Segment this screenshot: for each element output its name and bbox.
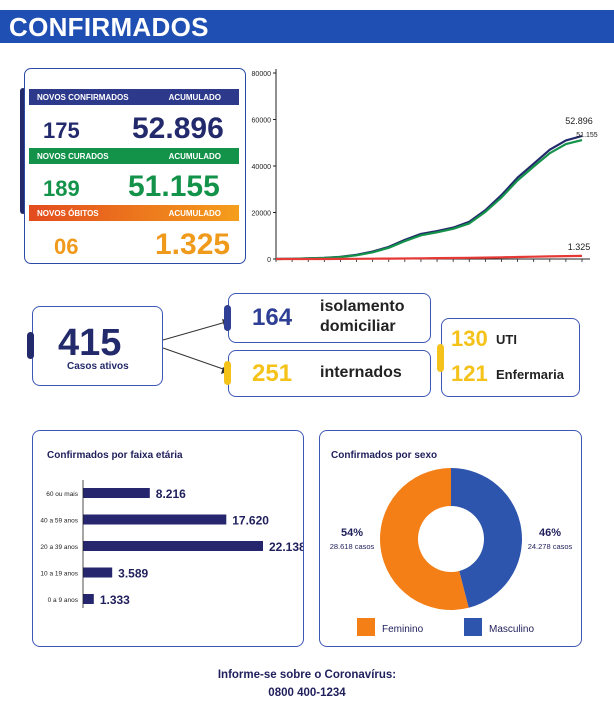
enfermaria-label: Enfermaria [496, 367, 564, 382]
hospital-beds-pill [437, 344, 444, 372]
internados-value: 251 [252, 360, 293, 387]
sex-chart-title: Confirmados por sexo [331, 450, 438, 461]
confirmados-new-value: 175 [43, 118, 80, 143]
isolamento-label: isolamento domiciliar [320, 298, 405, 335]
active-cases-label: Casos ativos [67, 361, 129, 372]
obitos-acc-label: ACUMULADO [168, 209, 221, 218]
age-bar-chart: 60 ou mais 8.216 40 a 59 anos 17.620 20 a 39… [40, 480, 303, 608]
y-tick-label: 0 [267, 257, 271, 264]
age-chart-card [32, 430, 304, 647]
legend-swatch-masculino [464, 618, 482, 636]
age-bar [83, 594, 94, 604]
age-bar [83, 541, 263, 551]
curados-label: NOVOS CURADOS [37, 152, 109, 161]
y-tick-label: 40000 [252, 164, 272, 171]
internados-label: internados [320, 364, 402, 381]
legend-label-masculino: Masculino [489, 624, 534, 635]
page-title: CONFIRMADOS [9, 12, 209, 42]
obitos-total-value: 1.325 [155, 228, 231, 261]
sex-chart-card [319, 430, 582, 647]
internados-box [228, 350, 431, 397]
age-category-label: 10 a 19 anos [40, 571, 78, 578]
sex-donut-chart: 54% 28.618 casos 46% 24.278 casos Feminino Ma… [330, 468, 573, 636]
masculino-percent: 46% [539, 527, 561, 539]
obitos-label: NOVOS ÓBITOS [37, 209, 99, 218]
header-bar: CONFIRMADOS [0, 10, 614, 43]
age-category-label: 0 a 9 anos [48, 597, 79, 604]
active-cases-value: 415 [58, 322, 122, 364]
isolamento-value: 164 [252, 304, 293, 331]
enfermaria-value: 121 [451, 361, 488, 386]
curados-acc-label: ACUMULADO [168, 152, 221, 161]
cumulative-line-chart: 0 20000 40000 60000 80000 52.896 51.155 1.325 [252, 69, 598, 264]
slice-masculino [451, 468, 523, 608]
legend-swatch-feminino [357, 618, 375, 636]
uti-label: UTI [496, 332, 517, 347]
series-end-label-0: 52.896 [565, 116, 593, 126]
obitos-bar: NOVOS ÓBITOS ACUMULADO [29, 205, 239, 221]
age-value-label: 17.620 [232, 514, 269, 528]
y-tick-label: 80000 [252, 71, 272, 78]
series-end-label-2: 1.325 [568, 242, 591, 252]
age-chart-title: Confirmados por faixa etária [47, 450, 183, 461]
series-end-label-1: 51.155 [576, 132, 598, 139]
age-value-label: 3.589 [118, 567, 148, 581]
age-value-label: 22.138 [269, 540, 303, 554]
active-cases-box [32, 306, 163, 386]
slice-feminino [380, 468, 469, 610]
age-bar [83, 567, 113, 578]
isolamento-box [228, 293, 431, 343]
age-bar [83, 514, 227, 525]
y-tick-label: 60000 [252, 118, 272, 125]
legend-label-feminino: Feminino [382, 624, 424, 635]
obitos-new-value: 06 [54, 234, 79, 259]
series-line-0 [275, 134, 583, 261]
age-category-label: 40 a 59 anos [40, 518, 78, 525]
confirmados-bar: NOVOS CONFIRMADOS ACUMULADO [29, 89, 239, 105]
age-category-label: 60 ou mais [46, 491, 79, 498]
y-tick-label: 20000 [252, 211, 272, 218]
age-value-label: 8.216 [156, 487, 186, 501]
confirmados-label: NOVOS CONFIRMADOS [37, 93, 129, 102]
isolamento-pill [224, 305, 231, 331]
footer-phone[interactable]: 0800 400-1234 [268, 687, 346, 699]
age-category-label: 20 a 39 anos [40, 544, 78, 551]
uti-value: 130 [451, 326, 488, 351]
footer-info: Informe-se sobre o Coronavírus: [217, 669, 397, 681]
curados-bar: NOVOS CURADOS ACUMULADO [29, 148, 239, 164]
confirmados-total-value: 52.896 [132, 112, 224, 145]
active-cases-pill [27, 332, 34, 359]
masculino-cases: 24.278 casos [528, 542, 573, 551]
confirmados-acc-label: ACUMULADO [168, 93, 221, 102]
curados-total-value: 51.155 [128, 170, 220, 203]
age-bar [83, 488, 150, 498]
curados-new-value: 189 [43, 176, 80, 201]
series-line-2 [276, 254, 583, 261]
hospital-beds-box [441, 318, 580, 397]
feminino-percent: 54% [341, 527, 363, 539]
internados-pill [224, 361, 231, 385]
age-value-label: 1.333 [100, 593, 130, 607]
series-line-1 [275, 139, 583, 261]
stats-accent-bar [20, 88, 26, 214]
feminino-cases: 28.618 casos [330, 542, 375, 551]
